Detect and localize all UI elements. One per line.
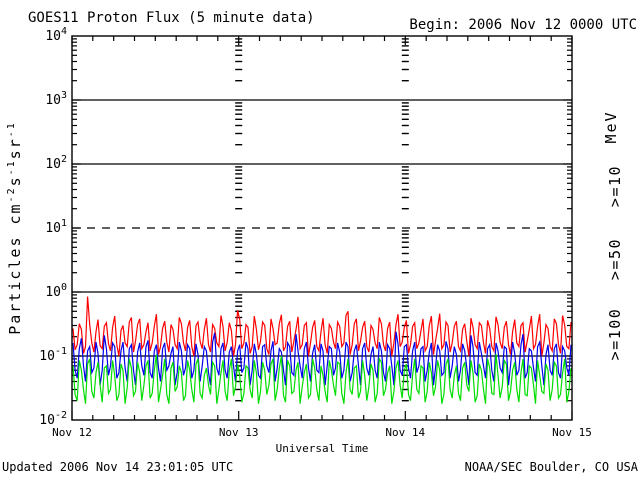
svg-text:102: 102 bbox=[45, 154, 67, 172]
plot-border bbox=[71, 35, 573, 421]
legend-series-label-1: >=50 bbox=[606, 238, 624, 280]
svg-text:Nov 12: Nov 12 bbox=[52, 426, 92, 439]
series-lines bbox=[72, 296, 572, 404]
x-tick-labels: Nov 12 Nov 13 Nov 14 Nov 15 bbox=[52, 426, 592, 439]
svg-text:104: 104 bbox=[45, 26, 67, 44]
svg-text:Nov 14: Nov 14 bbox=[385, 426, 425, 439]
svg-text:Nov 13: Nov 13 bbox=[219, 426, 259, 439]
svg-text:100: 100 bbox=[45, 282, 67, 300]
series-line-1 bbox=[72, 331, 572, 386]
legend-series-label-0: >=10 bbox=[606, 165, 624, 207]
updated-label: Updated 2006 Nov 14 23:01:05 UTC bbox=[2, 460, 234, 474]
credit-label: NOAA/SEC Boulder, CO USA bbox=[464, 460, 638, 474]
begin-label: Begin: 2006 Nov 12 0000 UTC bbox=[409, 17, 637, 33]
legend-unit-label: MeV bbox=[602, 110, 620, 143]
series-line-0 bbox=[72, 296, 572, 357]
legend-series-label-2: >=100 bbox=[606, 308, 624, 361]
svg-text:Nov 15: Nov 15 bbox=[552, 426, 592, 439]
svg-text:103: 103 bbox=[45, 90, 67, 108]
svg-text:101: 101 bbox=[45, 218, 67, 236]
series-line-2 bbox=[72, 353, 572, 404]
legend: MeV >=10 >=50 >=100 bbox=[602, 110, 624, 360]
horizontal-gridlines bbox=[72, 99, 572, 357]
svg-text:10-1: 10-1 bbox=[39, 346, 67, 364]
y-axis-title: Particles cm-2s-1sr-1 bbox=[6, 121, 24, 335]
chart-title: GOES11 Proton Flux (5 minute data) bbox=[28, 10, 315, 26]
x-axis-title: Universal Time bbox=[276, 442, 369, 455]
time-ticks bbox=[71, 36, 573, 420]
